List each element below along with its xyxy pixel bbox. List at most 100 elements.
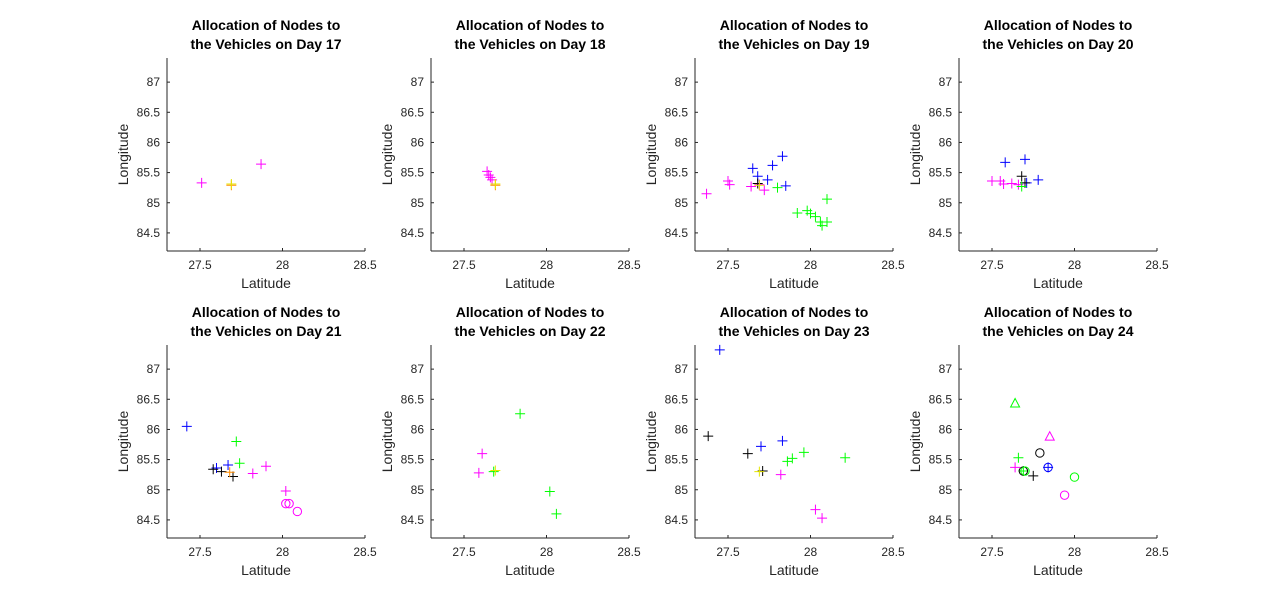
data-point-plus — [1018, 466, 1029, 477]
data-point-plus — [226, 179, 237, 190]
data-point-plus — [1013, 452, 1024, 463]
x-tick-label: 28 — [276, 545, 290, 559]
y-tick-label: 84.5 — [401, 226, 425, 240]
data-point-triangle — [1044, 430, 1056, 441]
x-tick-label: 28.5 — [1145, 545, 1169, 559]
chart-title-line: the Vehicles on Day 24 — [983, 323, 1134, 339]
x-axis-label: Latitude — [769, 275, 819, 291]
data-point-plus — [485, 172, 496, 183]
data-point-plus — [822, 217, 832, 228]
data-point-plus — [810, 504, 821, 515]
data-point-plus — [714, 344, 725, 355]
y-tick-label: 86.5 — [665, 392, 689, 406]
x-tick-label: 28 — [276, 258, 290, 272]
y-tick-label: 85.5 — [137, 166, 161, 180]
data-point-plus — [223, 460, 234, 471]
chart-title-line: the Vehicles on Day 21 — [191, 323, 342, 339]
subplot-day-18: Allocation of Nodes to the Vehicles on Da… — [379, 17, 641, 291]
data-point-circle — [1035, 448, 1045, 458]
y-tick-label: 85 — [675, 483, 689, 497]
data-point-plus — [1006, 178, 1017, 189]
data-point-plus — [752, 178, 763, 189]
x-tick-label: 27.5 — [716, 258, 740, 272]
y-tick-label: 86 — [939, 135, 953, 149]
x-tick-label: 28 — [540, 545, 554, 559]
chart-title-line: Allocation of Nodes to — [456, 17, 605, 33]
data-point-plus — [234, 458, 245, 469]
data-point-plus — [759, 185, 770, 196]
y-axis-label: Longitude — [115, 124, 131, 186]
y-tick-label: 85 — [675, 196, 689, 210]
data-point-plus — [780, 180, 791, 191]
chart-title-line: the Vehicles on Day 17 — [191, 36, 342, 52]
x-tick-label: 27.5 — [188, 258, 212, 272]
y-axis-label: Longitude — [115, 411, 131, 473]
y-tick-label: 84.5 — [137, 226, 161, 240]
data-point-plus — [777, 151, 788, 162]
y-tick-label: 86 — [411, 135, 425, 149]
x-axis-label: Latitude — [769, 562, 819, 578]
y-tick-label: 85 — [939, 196, 953, 210]
y-tick-label: 86 — [147, 422, 161, 436]
data-point-plus — [840, 452, 851, 463]
data-point-plus — [181, 421, 192, 432]
data-point-plus — [775, 469, 786, 480]
chart-title-line: Allocation of Nodes to — [456, 304, 605, 320]
chart-title-line: Allocation of Nodes to — [984, 304, 1133, 320]
data-point-plus — [792, 208, 803, 219]
y-axis-label: Longitude — [643, 124, 659, 186]
x-tick-label: 28 — [1068, 545, 1082, 559]
data-point-circle — [292, 506, 303, 517]
x-tick-label: 28.5 — [1145, 258, 1169, 272]
subplot-day-23: Allocation of Nodes to the Vehicles on Da… — [643, 304, 905, 578]
y-axis-label: Longitude — [643, 411, 659, 473]
y-tick-label: 85.5 — [401, 453, 425, 467]
x-tick-label: 28 — [540, 258, 554, 272]
y-axis-label: Longitude — [379, 411, 395, 473]
y-tick-label: 84.5 — [665, 513, 689, 527]
data-point-plus — [515, 408, 526, 419]
y-tick-label: 84.5 — [137, 513, 161, 527]
x-tick-label: 28 — [804, 258, 818, 272]
x-tick-label: 28.5 — [617, 258, 641, 272]
data-point-plus — [261, 461, 271, 472]
data-point-plus — [767, 160, 778, 171]
x-tick-label: 27.5 — [980, 258, 1004, 272]
data-point-plus — [703, 431, 714, 442]
data-point-plus — [256, 159, 267, 170]
data-point-plus — [777, 435, 788, 446]
subplot-day-19: Allocation of Nodes to the Vehicles on Da… — [643, 17, 905, 291]
chart-title-line: Allocation of Nodes to — [720, 304, 869, 320]
subplot-day-21: Allocation of Nodes to the Vehicles on Da… — [115, 304, 377, 578]
y-tick-label: 86.5 — [401, 392, 425, 406]
y-tick-label: 87 — [147, 75, 161, 89]
data-point-plus — [1000, 157, 1011, 168]
y-axis-label: Longitude — [907, 411, 923, 473]
data-point-plus — [224, 467, 235, 478]
x-axis-label: Latitude — [505, 275, 555, 291]
data-point-plus — [1016, 181, 1027, 192]
data-point-plus — [1028, 470, 1039, 481]
data-point-plus — [1010, 462, 1021, 473]
data-point-plus — [742, 448, 753, 459]
y-tick-label: 86 — [675, 135, 689, 149]
data-point-plus — [1016, 171, 1027, 182]
data-point-plus — [551, 508, 562, 519]
y-tick-label: 86.5 — [401, 105, 425, 119]
data-point-plus — [544, 486, 555, 497]
y-tick-label: 87 — [939, 75, 953, 89]
data-point-circle — [1043, 462, 1053, 473]
data-point-plus — [247, 468, 258, 479]
data-point-plus — [701, 188, 712, 199]
y-tick-label: 87 — [675, 362, 689, 376]
y-tick-label: 85.5 — [665, 166, 689, 180]
data-point-plus — [1033, 174, 1044, 185]
data-point-plus — [756, 441, 766, 452]
x-tick-label: 28.5 — [353, 545, 377, 559]
data-point-plus — [754, 180, 765, 191]
subplot-day-22: Allocation of Nodes to the Vehicles on Da… — [379, 304, 641, 578]
chart-title-line: the Vehicles on Day 23 — [719, 323, 870, 339]
data-point-circle — [1069, 472, 1080, 482]
x-tick-label: 27.5 — [188, 545, 212, 559]
